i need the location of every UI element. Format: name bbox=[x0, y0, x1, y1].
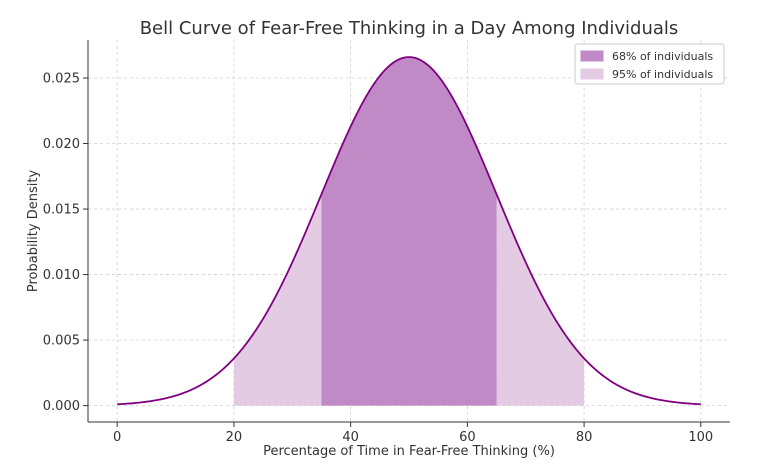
chart-title: Bell Curve of Fear-Free Thinking in a Da… bbox=[140, 18, 679, 39]
legend-swatch-68 bbox=[580, 50, 604, 62]
band-68-percent bbox=[321, 57, 497, 406]
y-axis-label: Probability Density bbox=[26, 170, 41, 293]
x-tick-label: 0 bbox=[113, 430, 121, 445]
x-axis-label: Percentage of Time in Fear-Free Thinking… bbox=[263, 444, 555, 459]
x-tick-label: 60 bbox=[459, 430, 476, 445]
axes bbox=[87, 40, 730, 423]
x-tick-label: 80 bbox=[576, 430, 593, 445]
legend: 68% of individuals 95% of individuals bbox=[574, 43, 725, 85]
legend-label-68: 68% of individuals bbox=[612, 50, 713, 63]
legend-swatch-95 bbox=[580, 68, 604, 80]
y-tick-label: 0.010 bbox=[43, 268, 80, 283]
legend-label-95: 95% of individuals bbox=[612, 68, 713, 81]
shaded-bands bbox=[233, 57, 585, 406]
legend-frame bbox=[574, 43, 725, 85]
y-tick-label: 0.015 bbox=[43, 203, 80, 218]
y-ticks: 0.000 0.005 0.010 0.015 0.020 0.025 bbox=[43, 72, 88, 414]
x-tick-label: 20 bbox=[226, 430, 243, 445]
x-tick-label: 100 bbox=[688, 430, 713, 445]
x-ticks: 0 20 40 60 80 100 bbox=[113, 422, 713, 445]
y-tick-label: 0.000 bbox=[43, 399, 80, 414]
x-tick-label: 40 bbox=[342, 430, 359, 445]
y-tick-label: 0.005 bbox=[43, 334, 80, 349]
density-curve bbox=[117, 56, 701, 406]
y-tick-label: 0.020 bbox=[43, 137, 80, 152]
y-tick-label: 0.025 bbox=[43, 72, 80, 87]
